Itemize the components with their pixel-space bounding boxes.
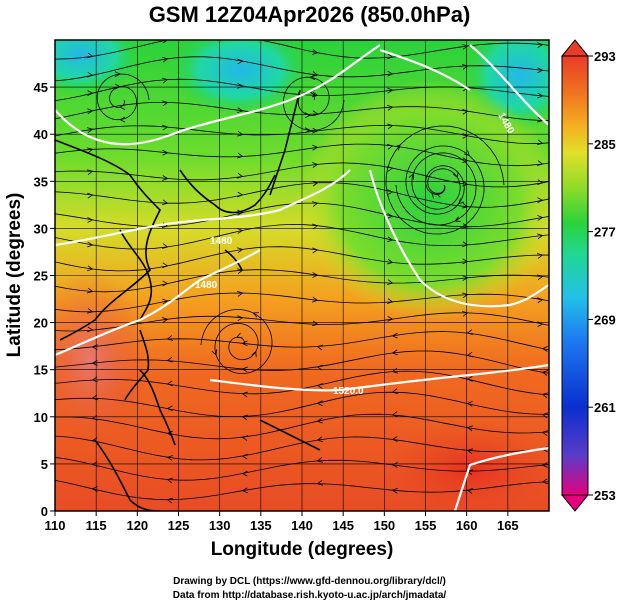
y-tick-label: 5 [41, 457, 48, 472]
x-axis-label: Longitude (degrees) [211, 539, 394, 560]
streamline [55, 223, 549, 250]
streamline [282, 76, 345, 131]
x-tick-label: 155 [415, 518, 437, 533]
colorbar-tick-label: 261 [594, 400, 616, 415]
streamline [200, 309, 273, 374]
colorbar: 293 285 277 269 261 253 [560, 39, 616, 512]
streamline [96, 73, 150, 121]
lat-lon-grid [55, 40, 549, 511]
y-tick-label: 0 [41, 504, 48, 519]
y-tick-label: 10 [34, 410, 48, 425]
streamline [395, 152, 477, 226]
streamlines [55, 40, 549, 504]
streamline [55, 292, 549, 313]
x-tick-label: 165 [497, 518, 519, 533]
colorbar-top-arrow [560, 39, 590, 57]
x-tick-label: 135 [250, 518, 272, 533]
y-axis-label: Latitude (degrees) [4, 193, 25, 358]
colorbar-tick-label: 253 [594, 488, 616, 503]
x-tick-label: 120 [126, 518, 148, 533]
map-title: GSM 12Z04Apr2026 (850.0hPa) [148, 2, 471, 27]
data-credit: Data from http://database.rish.kyoto-u.a… [172, 590, 447, 601]
colorbar-tick-label: 293 [594, 49, 616, 64]
streamline [55, 269, 549, 293]
x-axis-ticks: 110 115 120 125 130 135 140 145 150 155 160 165 [45, 511, 519, 533]
streamline [55, 143, 549, 167]
x-tick-label: 145 [332, 518, 354, 533]
streamline [55, 162, 549, 188]
streamline [55, 246, 549, 272]
streamline [55, 480, 549, 501]
contour-label: 1480 [195, 280, 218, 291]
y-tick-label: 30 [34, 221, 48, 236]
streamline [55, 56, 549, 82]
streamline [55, 370, 549, 396]
y-tick-label: 15 [34, 363, 48, 378]
contour-label: 1520.0 [333, 386, 364, 397]
contour-label: 1480 [210, 236, 233, 247]
streamline [55, 102, 549, 121]
y-tick-label: 40 [34, 127, 48, 142]
colorbar-tick-label: 285 [594, 137, 616, 152]
streamline [55, 331, 549, 351]
streamline [55, 312, 549, 332]
streamline [385, 125, 505, 235]
streamline [55, 456, 549, 481]
x-tick-label: 130 [209, 518, 231, 533]
colorbar-tick-label: 277 [594, 225, 616, 240]
y-tick-label: 35 [34, 174, 48, 189]
x-tick-label: 110 [45, 518, 66, 533]
x-tick-label: 150 [373, 518, 395, 533]
x-tick-label: 115 [86, 518, 107, 533]
y-tick-label: 45 [34, 80, 48, 95]
stream-arrow [162, 40, 169, 44]
y-tick-label: 25 [34, 269, 48, 284]
geopotential-contours [55, 44, 549, 511]
streamline [55, 350, 549, 374]
x-tick-label: 140 [291, 518, 313, 533]
streamline [55, 182, 549, 208]
y-tick-label: 20 [34, 316, 48, 331]
colorbar-scale [561, 55, 589, 496]
colorbar-bottom-arrow [560, 494, 590, 512]
drawing-credit: Drawing by DCL (https://www.gfd-dennou.o… [173, 576, 446, 587]
colorbar-tick-label: 269 [594, 312, 616, 327]
streamline [55, 202, 549, 228]
x-tick-label: 160 [456, 518, 478, 533]
streamline [55, 391, 549, 418]
streamline [55, 124, 549, 145]
streamline [55, 435, 549, 461]
x-tick-label: 125 [168, 518, 190, 533]
streamline [55, 413, 549, 440]
y-axis-ticks: 0 5 10 15 20 25 30 35 40 45 [34, 80, 55, 519]
